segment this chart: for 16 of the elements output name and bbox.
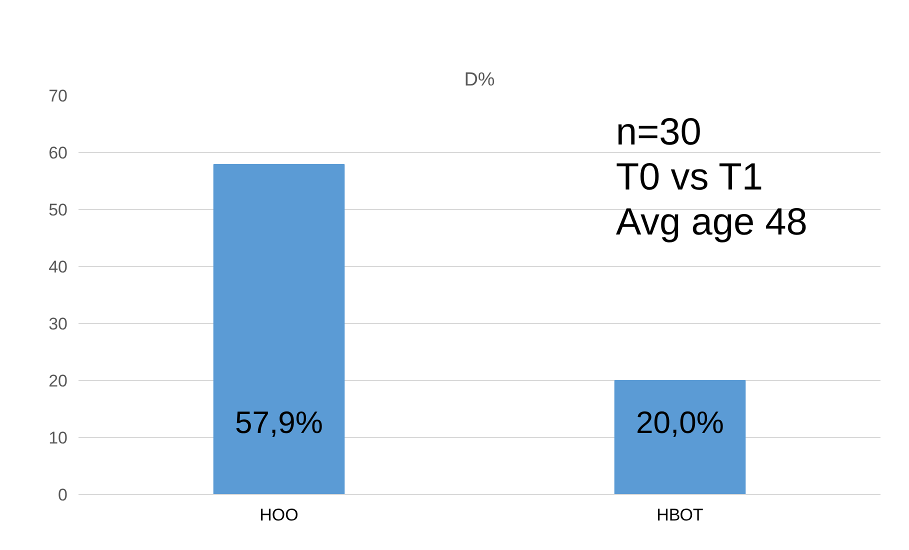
- annotation: Avg age 48: [616, 201, 808, 244]
- data-label: 20,0%: [636, 405, 724, 440]
- data-label: 57,9%: [235, 405, 323, 440]
- annotation: T0 vs T1: [616, 156, 763, 198]
- x-tick-label: НОО: [260, 506, 298, 524]
- y-tick-label: 30: [48, 314, 68, 334]
- y-tick-label: 50: [48, 200, 68, 220]
- x-tick-label: НВОТ: [656, 506, 704, 524]
- annotation: n=30: [616, 111, 702, 154]
- y-tick-label: 70: [48, 86, 68, 106]
- y-tick-label: 40: [48, 258, 68, 276]
- y-tick-label: 60: [48, 144, 68, 162]
- y-tick-label: 10: [48, 428, 68, 448]
- y-tick-label: 20: [48, 372, 68, 390]
- y-tick-label: 0: [58, 486, 68, 504]
- chart-title: D%: [464, 70, 495, 90]
